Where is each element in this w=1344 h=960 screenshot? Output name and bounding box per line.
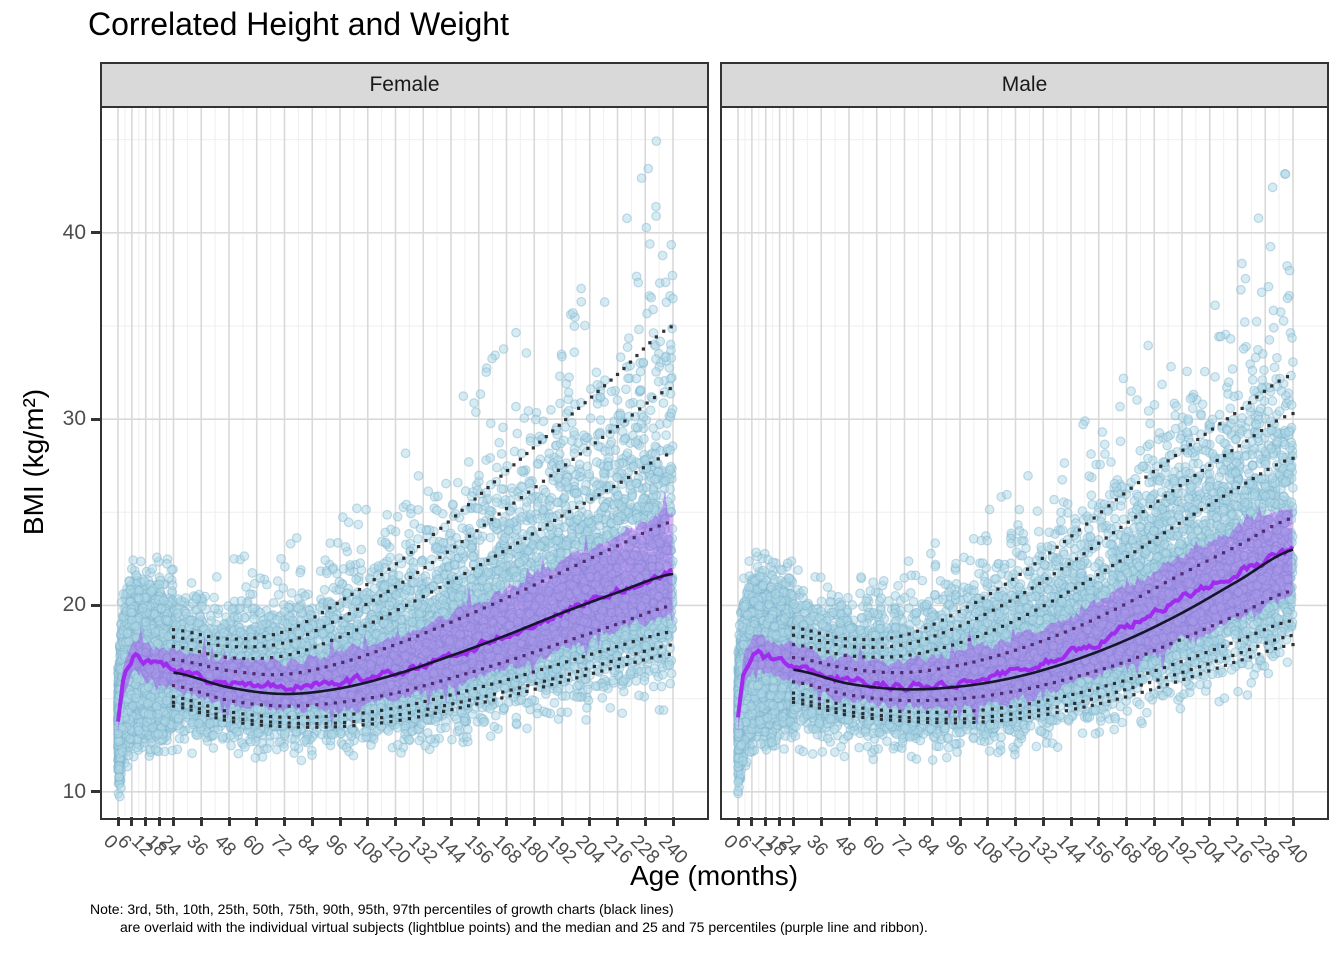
- panel-canvas-female: [102, 108, 707, 816]
- x-tick-mark: [1097, 817, 1101, 826]
- panel-male: [720, 108, 1329, 820]
- x-tick-label: 72: [885, 831, 916, 861]
- y-tick-label: 20: [62, 593, 86, 617]
- x-tick-mark: [338, 817, 342, 826]
- x-tick-mark: [366, 817, 370, 826]
- x-tick-mark: [847, 817, 851, 826]
- x-tick-mark: [643, 817, 647, 826]
- x-tick-mark: [477, 817, 481, 826]
- facet-strip-female: Female: [100, 62, 709, 108]
- x-tick-mark: [560, 817, 564, 826]
- x-tick-mark: [130, 817, 134, 826]
- x-tick-mark: [1236, 817, 1239, 826]
- x-tick-mark: [875, 817, 879, 826]
- y-tick-label: 10: [62, 779, 86, 803]
- x-tick-mark: [144, 817, 148, 826]
- x-tick-mark: [671, 817, 675, 826]
- x-tick-mark: [172, 817, 175, 826]
- x-tick-mark: [310, 817, 314, 826]
- x-tick-mark: [958, 817, 962, 826]
- x-tick-label: 84: [913, 831, 944, 861]
- x-tick-mark: [116, 817, 120, 826]
- x-tick-label: 96: [321, 831, 351, 861]
- x-tick-mark: [1069, 817, 1073, 826]
- x-axis-title: Age (months): [629, 860, 799, 891]
- x-tick-mark: [158, 817, 162, 826]
- figure-title: Correlated Height and Weight: [88, 6, 509, 42]
- x-tick-mark: [421, 817, 425, 826]
- footnote-line-1: Note: 3rd, 5th, 10th, 25th, 50th, 75th, …: [90, 901, 674, 917]
- x-tick-label: 72: [265, 831, 296, 861]
- y-tick-mark: [91, 231, 100, 235]
- facet-strip-female-label: Female: [369, 73, 440, 96]
- footnote-line-2: are overlaid with the individual virtual…: [120, 918, 928, 935]
- x-tick-mark: [505, 817, 508, 826]
- y-tick-mark: [91, 417, 100, 421]
- x-tick-mark: [792, 817, 795, 826]
- x-tick-mark: [616, 817, 619, 826]
- x-tick-mark: [588, 817, 592, 826]
- x-tick-mark: [1291, 817, 1295, 826]
- x-tick-mark: [283, 817, 286, 826]
- x-tick-mark: [227, 817, 231, 826]
- x-tick-mark: [449, 817, 453, 826]
- x-tick-mark: [1041, 817, 1045, 826]
- panel-canvas-male: [722, 108, 1327, 816]
- facet-strip-male-label: Male: [1001, 73, 1048, 96]
- y-tick-mark: [91, 603, 100, 607]
- x-tick-label: 36: [182, 831, 213, 861]
- panel-female: [100, 108, 709, 820]
- x-tick-label: 84: [293, 831, 324, 861]
- x-tick-mark: [199, 817, 203, 826]
- x-tick-label: 48: [830, 831, 860, 861]
- y-tick-label: 40: [62, 220, 86, 244]
- x-tick-mark: [532, 817, 536, 826]
- x-tick-mark: [1208, 817, 1212, 826]
- y-tick-label: 30: [62, 407, 86, 431]
- x-tick-mark: [1125, 817, 1128, 826]
- x-tick-mark: [903, 817, 906, 826]
- x-tick-mark: [1014, 817, 1017, 826]
- x-tick-mark: [778, 817, 782, 826]
- x-tick-mark: [986, 817, 990, 826]
- x-tick-mark: [394, 817, 397, 826]
- x-tick-mark: [1263, 817, 1267, 826]
- x-tick-mark: [255, 817, 259, 826]
- x-tick-label: 36: [802, 831, 833, 861]
- x-tick-label: 60: [857, 831, 888, 861]
- x-tick-label: 48: [210, 831, 240, 861]
- x-tick-label: 60: [237, 831, 268, 861]
- facet-female: Female: [100, 62, 709, 820]
- x-tick-mark: [819, 817, 823, 826]
- x-tick-label: 240: [1274, 831, 1312, 869]
- x-tick-mark: [1180, 817, 1184, 826]
- x-tick-mark: [930, 817, 934, 826]
- footnote: Note: 3rd, 5th, 10th, 25th, 50th, 75th, …: [90, 901, 928, 936]
- facet-male: Male: [720, 62, 1329, 820]
- y-tick-mark: [91, 790, 100, 794]
- x-tick-mark: [736, 817, 740, 826]
- facet-strip-male: Male: [720, 62, 1329, 108]
- x-tick-label: 96: [941, 831, 971, 861]
- x-tick-mark: [750, 817, 754, 826]
- x-tick-mark: [764, 817, 768, 826]
- x-tick-mark: [1152, 817, 1156, 826]
